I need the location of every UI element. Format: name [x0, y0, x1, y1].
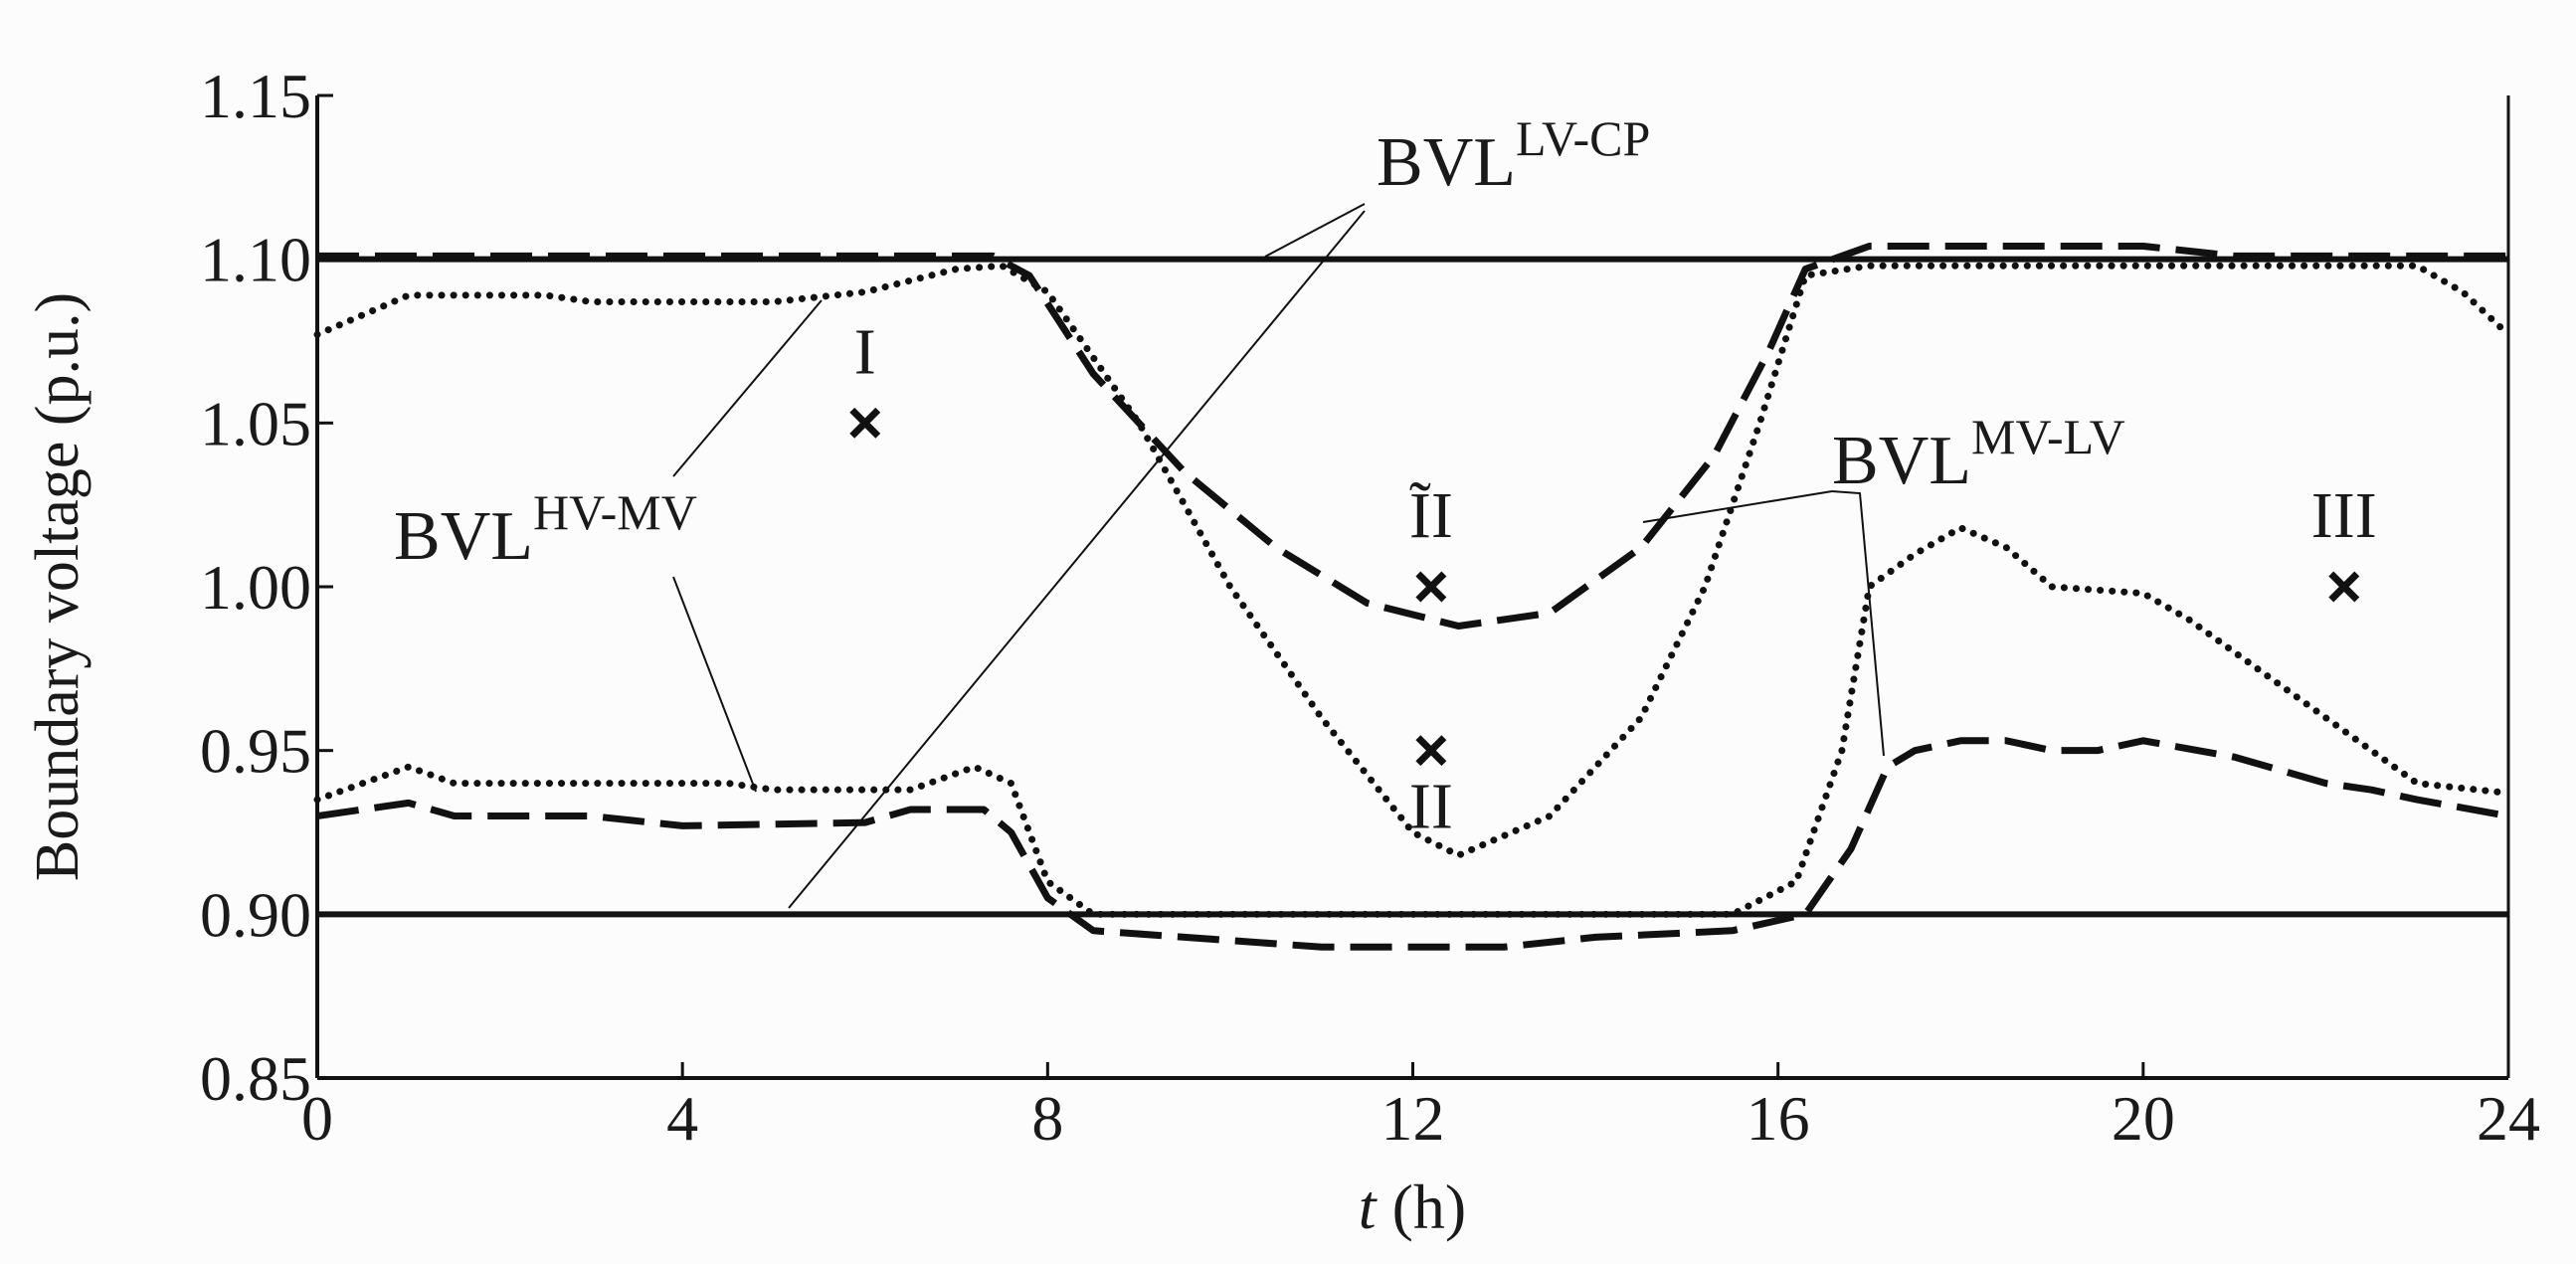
marker-stroke — [1415, 735, 1447, 767]
annotation: BVLLV-CP — [1377, 110, 1650, 201]
point-label: I — [854, 315, 876, 388]
x-tick-label: 24 — [2477, 1083, 2540, 1154]
series-line — [313, 524, 2512, 918]
leader-line — [672, 576, 757, 793]
x-tick-label: 16 — [1747, 1083, 1810, 1154]
point-marker — [1415, 735, 1447, 767]
x-tick-label: 4 — [666, 1083, 698, 1154]
annotation: BVLMV-LV — [1832, 409, 2125, 499]
annotation-sup: HV-MV — [533, 484, 697, 540]
annotation-text: BVL — [1377, 124, 1516, 201]
point-marker — [849, 407, 881, 439]
annotation: BVLHV-MV — [394, 484, 697, 575]
y-tick-label: 1.10 — [200, 225, 311, 295]
annotation-text: BVL — [1832, 423, 1971, 499]
leader-line — [672, 299, 823, 477]
x-axis-label: t (h) — [1359, 1172, 1466, 1242]
point-marker — [2328, 571, 2360, 603]
y-axis-label: Boundary voltage (p.u.) — [24, 292, 92, 881]
leader-line — [1831, 490, 1885, 757]
y-tick-label: 0.95 — [200, 716, 311, 787]
leader-line — [1264, 203, 1366, 258]
series-line — [317, 242, 2508, 631]
point-label: III — [2311, 479, 2377, 552]
point-label: ĨI — [1409, 479, 1453, 552]
annotation-sup: LV-CP — [1516, 110, 1650, 166]
x-tick-label: 12 — [1381, 1083, 1445, 1154]
leader-line — [1642, 490, 1833, 523]
leader-line — [788, 210, 1366, 909]
annotation-text: BVL — [394, 498, 533, 575]
point-label: II — [1409, 771, 1453, 843]
x-tick-label: 8 — [1031, 1083, 1063, 1154]
annotation-sup: MV-LV — [1971, 409, 2125, 464]
series-line — [316, 737, 2509, 951]
marker-stroke — [1415, 571, 1447, 603]
y-tick-label: 0.85 — [200, 1043, 311, 1114]
series-line — [313, 262, 2512, 859]
y-tick-label: 1.00 — [200, 552, 311, 623]
marker-stroke — [2328, 571, 2360, 603]
x-axis-unit: (h) — [1392, 1172, 1467, 1242]
y-tick-label: 1.05 — [200, 388, 311, 458]
y-tick-label: 1.15 — [200, 61, 311, 131]
point-marker — [1415, 571, 1447, 603]
marker-stroke — [849, 407, 881, 439]
x-tick-label: 0 — [301, 1083, 333, 1154]
y-tick-label: 0.90 — [200, 879, 311, 950]
x-tick-label: 20 — [2112, 1083, 2175, 1154]
x-axis-var: t — [1359, 1172, 1379, 1242]
